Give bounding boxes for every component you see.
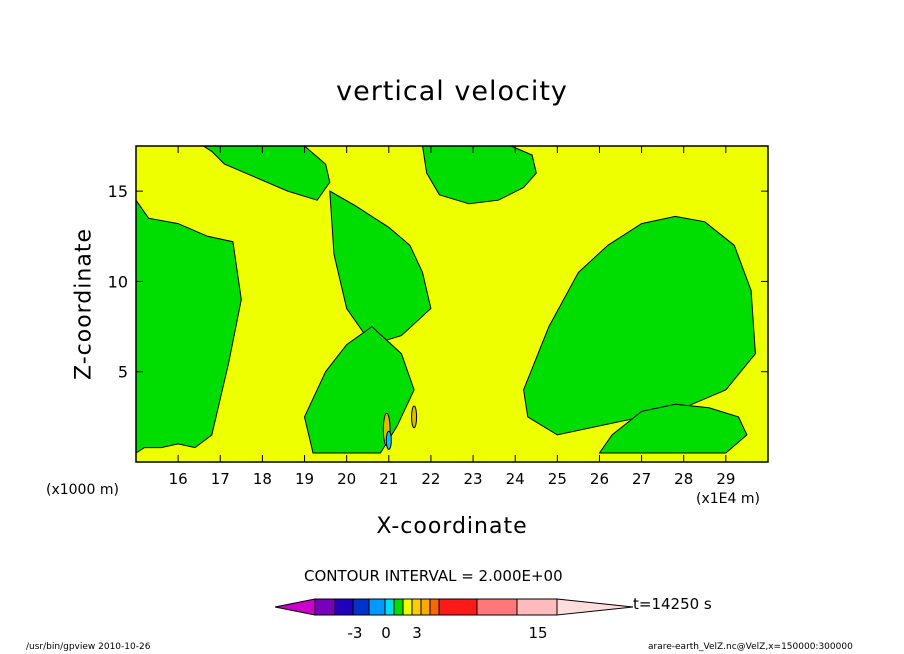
colorbar-swatch xyxy=(402,598,413,616)
colorbar: -3 0 3 15 xyxy=(274,598,634,642)
x-tick-label: 20 xyxy=(337,470,356,488)
x-tick-label: 19 xyxy=(295,470,314,488)
chart-title: vertical velocity xyxy=(336,76,568,107)
y-tick-label: 10 xyxy=(108,272,128,291)
colorbar-right-triangle xyxy=(556,598,634,616)
y-axis-label: Z-coordinate xyxy=(71,228,97,380)
x-tick-label: 17 xyxy=(211,470,230,488)
colorbar-swatch xyxy=(438,598,478,616)
x-tick-label: 26 xyxy=(590,470,609,488)
y-tick-label: 15 xyxy=(108,182,128,201)
x-tick-label: 25 xyxy=(548,470,567,488)
axes: 16 17 18 19 20 21 22 23 24 25 26 27 28 29 5 10 15 xyxy=(108,145,769,488)
colorbar-swatch xyxy=(393,598,404,616)
colorbar-swatch xyxy=(429,598,440,616)
colorbar-swatch xyxy=(516,598,558,616)
x-axis-label: X-coordinate xyxy=(376,514,528,539)
colorbar-left-triangle xyxy=(274,598,316,616)
colorbar-swatch xyxy=(314,598,336,616)
x-tick-label: 18 xyxy=(253,470,272,488)
colorbar-tick-label: 3 xyxy=(412,624,422,642)
x-tick-label: 23 xyxy=(464,470,483,488)
x-tick-label: 28 xyxy=(674,470,693,488)
plot-area xyxy=(135,145,768,462)
colorbar-swatch xyxy=(384,598,395,616)
x-tick-label: 22 xyxy=(421,470,440,488)
footer-left: /usr/bin/gpview 2010-10-26 xyxy=(26,642,151,652)
colorbar-swatch xyxy=(476,598,518,616)
contour-interval-label: CONTOUR INTERVAL = 2.000E+00 xyxy=(304,567,563,585)
x-tick-label: 16 xyxy=(169,470,188,488)
x-tick-label: 24 xyxy=(506,470,525,488)
colorbar-swatch xyxy=(352,598,370,616)
contour-region-6 xyxy=(598,403,748,454)
x-axis-unit-left: (x1000 m) xyxy=(46,482,119,498)
footer-right: arare-earth_VelZ.nc@VelZ,x=150000:300000 xyxy=(648,642,853,652)
plot-frame xyxy=(135,145,769,463)
colorbar-tick-label: 0 xyxy=(381,624,391,642)
x-tick-label: 27 xyxy=(632,470,651,488)
contour-region-5 xyxy=(523,215,756,436)
colorbar-swatch xyxy=(368,598,386,616)
contour-region-0 xyxy=(135,198,242,454)
x-tick-label: 21 xyxy=(379,470,398,488)
x-tick-label: 29 xyxy=(716,470,735,488)
colorbar-swatch xyxy=(411,598,422,616)
x-axis-unit-right: (x1E4 m) xyxy=(696,491,760,507)
colorbar-tick-label: -3 xyxy=(348,624,363,642)
colorbar-swatch xyxy=(420,598,431,616)
y-tick-label: 5 xyxy=(118,363,128,382)
contour-cell-2 xyxy=(411,405,418,429)
colorbar-swatch xyxy=(334,598,354,616)
contour-cell-1 xyxy=(385,430,392,450)
colorbar-tick-label: 15 xyxy=(528,624,547,642)
contour-region-2 xyxy=(329,190,432,346)
time-label: t=14250 s xyxy=(633,595,712,613)
